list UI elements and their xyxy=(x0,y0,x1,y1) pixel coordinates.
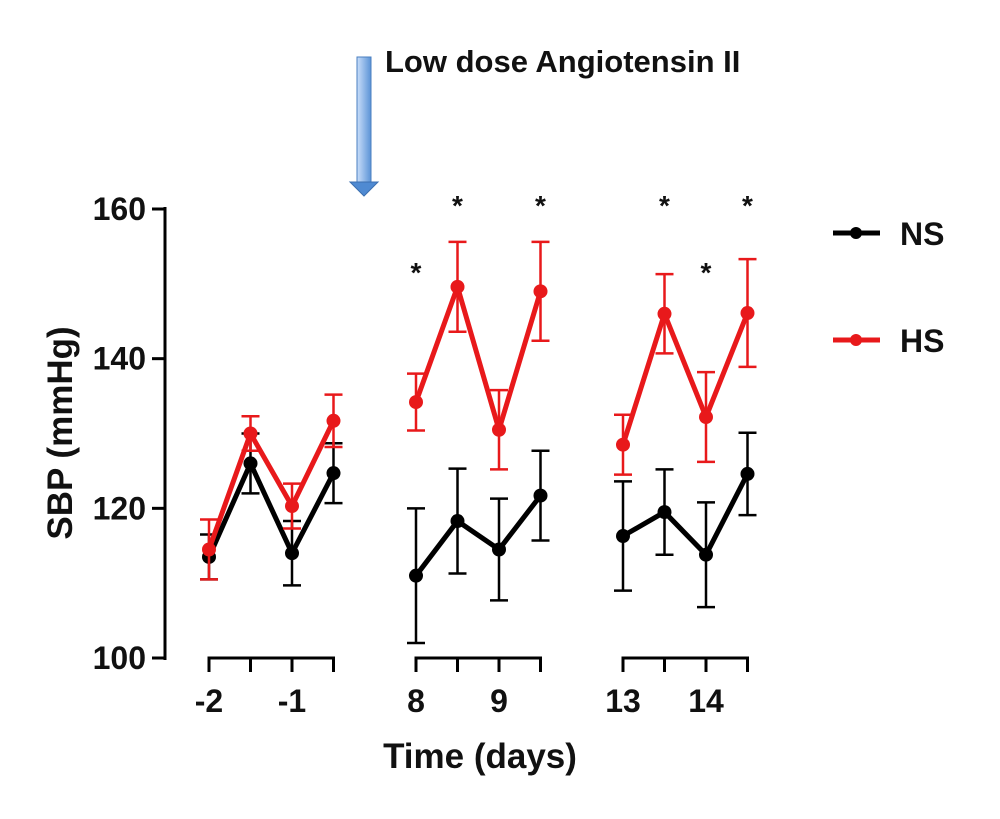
significance-markers: * * * * * * xyxy=(411,190,754,288)
legend-hs-label: HS xyxy=(900,323,944,359)
x-tick-label: -2 xyxy=(195,683,223,719)
y-tick-label: 140 xyxy=(93,341,146,377)
y-tick-label: 160 xyxy=(93,191,146,227)
data-point-ns xyxy=(450,514,465,529)
data-point-ns xyxy=(409,568,423,583)
data-point-ns xyxy=(740,466,755,481)
x-tick-label: -1 xyxy=(278,683,306,719)
y-axis: 100 120 140 160 xyxy=(93,191,167,676)
data-point-hs xyxy=(657,306,672,321)
series-container xyxy=(200,240,757,645)
angiotensin-arrow-icon xyxy=(348,56,380,197)
significance-star: * xyxy=(452,190,463,221)
series-line-ns xyxy=(206,457,336,559)
y-axis-title: SBP (mmHg) xyxy=(41,326,80,539)
series-line-ns xyxy=(621,472,750,559)
significance-star: * xyxy=(701,257,712,288)
data-point-hs xyxy=(285,499,299,514)
data-point-hs xyxy=(450,279,465,294)
x-tick-label: 8 xyxy=(407,683,425,719)
legend-ns-label: NS xyxy=(900,216,944,252)
data-point-ns xyxy=(699,547,713,562)
y-tick-label: 100 xyxy=(93,640,146,676)
data-point-hs xyxy=(533,284,548,299)
legend-ns: NS xyxy=(833,216,944,252)
series-hs xyxy=(200,240,757,581)
annotation-text: Low dose Angiotensin II xyxy=(385,44,740,79)
legend-hs: HS xyxy=(833,323,944,359)
significance-star: * xyxy=(411,257,422,288)
x-tick-label: 9 xyxy=(490,683,508,719)
x-tick-label: 13 xyxy=(605,683,641,719)
data-point-hs xyxy=(326,413,341,428)
significance-star: * xyxy=(659,190,670,221)
data-point-hs xyxy=(492,422,506,437)
x-axis: -2 -1 8 9 13 14 xyxy=(195,656,749,719)
data-point-ns xyxy=(616,529,630,544)
legend: NS HS xyxy=(833,216,944,359)
data-point-hs xyxy=(409,395,423,410)
y-tick-label: 120 xyxy=(93,490,146,526)
data-point-hs xyxy=(202,542,216,557)
series-ns xyxy=(200,431,757,645)
series-line-hs xyxy=(413,278,543,439)
series-line-ns xyxy=(414,494,543,578)
data-point-hs xyxy=(740,306,755,321)
series-line-hs xyxy=(620,306,750,446)
data-point-ns xyxy=(326,466,341,481)
data-point-ns xyxy=(533,488,548,503)
data-point-ns xyxy=(657,505,672,520)
data-point-ns xyxy=(285,546,299,561)
legend-ns-marker xyxy=(850,227,862,239)
data-point-hs xyxy=(243,426,258,441)
x-axis-title: Time (days) xyxy=(383,737,577,776)
data-point-hs xyxy=(616,437,630,452)
x-tick-label: 14 xyxy=(688,683,724,719)
series-line-hs xyxy=(206,419,336,551)
data-point-ns xyxy=(492,542,506,557)
data-point-hs xyxy=(699,410,713,425)
significance-star: * xyxy=(535,190,546,221)
legend-hs-marker xyxy=(850,334,862,346)
data-point-ns xyxy=(243,456,258,471)
significance-star: * xyxy=(742,190,753,221)
